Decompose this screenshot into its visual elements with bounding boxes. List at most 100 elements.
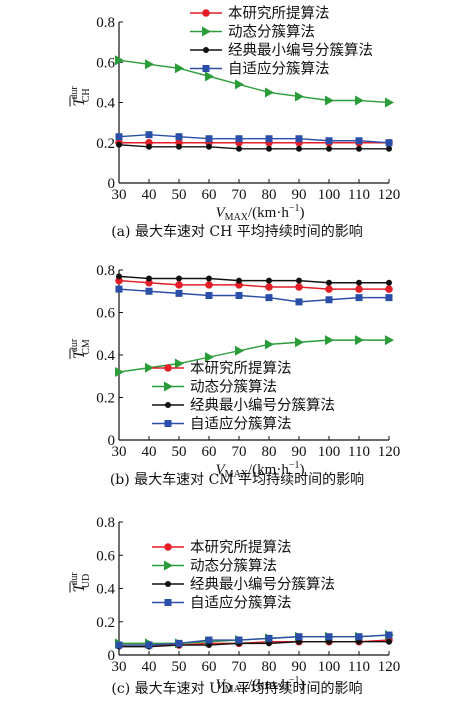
data-point [265,135,273,143]
x-label-sup: −1 [289,460,300,471]
data-point [356,145,362,152]
x-tick-label: 80 [262,444,277,460]
y-label-sub: UD [81,574,92,588]
y-axis-label: TdurCM [69,338,92,359]
y-tick-label: 0.6 [96,55,115,71]
data-point [325,285,333,293]
data-point [385,294,393,302]
legend-marker [165,402,171,408]
x-label-unit: /(km·h [248,462,289,478]
data-point [265,294,273,302]
data-point [325,335,334,346]
legend-label: 经典最小编号分簇算法 [190,396,335,414]
y-tick-label: 0.8 [96,263,115,279]
data-point [176,143,182,150]
data-point [176,275,182,282]
y-axis-label: TdurUD [69,572,92,593]
x-label-sub: MAX [225,212,249,223]
series-line-2 [119,641,389,648]
y-tick-label: 0.2 [96,136,115,152]
x-axis-label: VMAX/(km·h−1) [216,675,305,695]
x-tick-label: 40 [142,659,157,675]
data-point [385,335,394,346]
data-point [235,292,243,299]
legend-label: 本研究所提算法 [190,360,292,377]
y-label-sub: CM [81,339,92,355]
x-tick-label: 40 [142,444,157,460]
data-point [266,145,272,152]
legend-label: 经典最小编号分簇算法 [190,575,335,593]
data-point [115,285,123,293]
x-tick-label: 70 [232,659,247,675]
x-tick-label: 60 [202,187,217,203]
x-label-close: ) [299,462,304,478]
data-point [115,641,123,649]
y-label-var: T [71,97,88,107]
data-point [356,279,362,286]
legend-label: 自适应分簇算法 [190,415,292,433]
series-line-3 [118,288,389,303]
data-point [145,362,154,373]
x-tick-label: 30 [112,659,127,675]
data-point [295,135,303,143]
x-tick-label: 100 [318,659,341,675]
y-tick-label: 0.2 [96,615,115,631]
data-point [206,143,212,150]
series-line-3 [119,634,390,646]
legend-label: 经典最小编号分簇算法 [228,41,373,59]
x-tick-label: 90 [292,187,307,203]
x-tick-label: 120 [378,444,401,460]
x-axis-label: VMAX/(km·h−1) [216,203,305,223]
x-label-unit: /(km·h [248,677,289,693]
x-tick-label: 60 [202,659,217,675]
data-point [205,135,213,143]
data-point [175,133,183,141]
y-tick-label: 0.6 [96,548,115,564]
data-point [296,145,302,152]
data-point [295,337,304,348]
figure-caption: (a) 最大车速对 CH 平均持续时间的影响 [111,223,363,240]
y-label-sup: dur [69,338,80,352]
data-point [355,294,363,302]
data-point [295,91,304,102]
x-label-close: ) [299,205,304,221]
data-point [386,279,392,286]
data-point [175,639,183,647]
data-point [175,63,184,74]
series-line-1 [118,59,390,104]
data-point [175,281,183,289]
x-tick-label: 30 [112,187,127,203]
x-tick-label: 50 [172,659,187,675]
x-label-unit: /(km·h [248,205,289,221]
data-point [146,143,152,150]
figure-caption: (b) 最大车速对 CM 平均持续时间的影响 [110,471,364,488]
data-point [266,277,272,284]
series-line-2 [118,275,389,284]
data-point [235,281,243,289]
data-point [296,277,302,284]
chart-b: 0 0.2 0.4 0.6 0.8 30 40 50 60 70 80 90 100 110 120 VMAX… [69,263,400,488]
legend-marker [203,47,209,53]
x-tick-label: 30 [112,444,127,460]
x-tick-label: 120 [378,659,401,675]
data-point [385,97,394,108]
data-point [145,641,153,649]
data-point [235,345,244,356]
data-point [295,633,303,641]
x-tick-label: 110 [348,659,370,675]
data-point [145,131,153,139]
data-point [116,273,122,280]
legend-label: 自适应分簇算法 [228,60,330,78]
data-point [115,55,124,66]
x-tick-label: 50 [172,444,187,460]
y-axis-label: TdurCH [69,86,92,107]
data-point [205,352,214,363]
x-label-var: V [216,677,227,693]
data-point [355,633,363,641]
data-point [386,145,392,152]
legend-marker [202,9,210,17]
data-point [115,133,123,141]
y-label-text: TdurUD [69,572,92,593]
data-point [355,335,364,346]
